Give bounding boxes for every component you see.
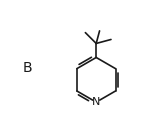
Text: N: N [92, 97, 100, 107]
Text: B: B [22, 61, 32, 75]
